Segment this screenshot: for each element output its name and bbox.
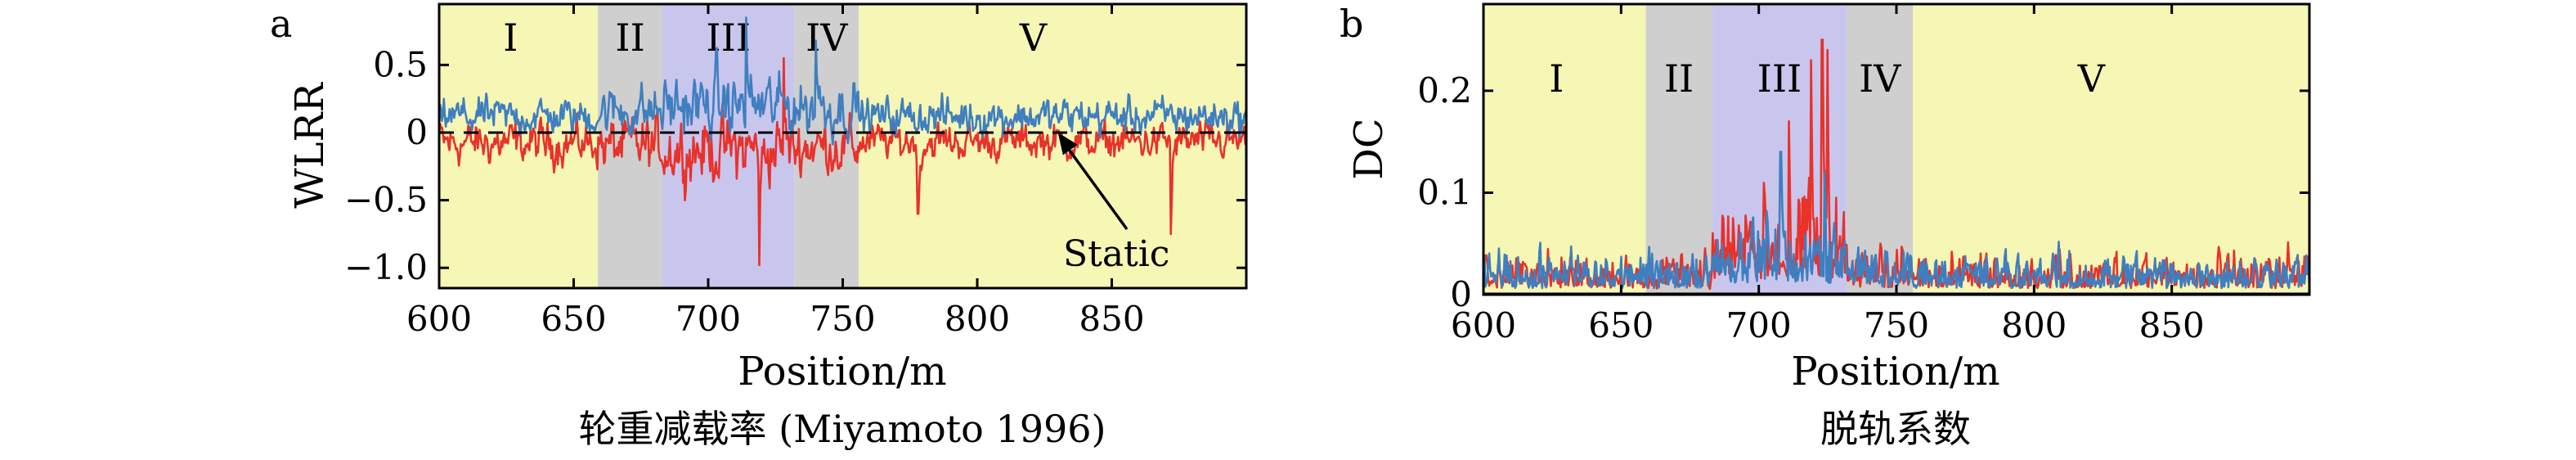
y-tick-label: −0.5 xyxy=(344,180,428,220)
y-tick-label: 0 xyxy=(406,112,428,152)
x-tick-label: 650 xyxy=(541,299,606,339)
region-label-iv: IV xyxy=(1859,56,1901,101)
static-annotation-arrow xyxy=(1065,144,1129,231)
static-annotation-label: Static xyxy=(1063,233,1169,275)
x-tick-label: 700 xyxy=(1726,305,1792,345)
x-tick-label: 850 xyxy=(1079,299,1144,339)
x-tick-label: 650 xyxy=(1588,305,1654,345)
region-label-iv: IV xyxy=(806,16,848,60)
caption-b: 脱轨系数 xyxy=(1820,407,1971,451)
x-tick-label: 600 xyxy=(1451,305,1516,345)
axes-a: 600 650 700 750 800 850 0.5 0 −0.5 −1.0 xyxy=(344,4,1246,339)
x-tick-label: 800 xyxy=(945,299,1010,339)
region-label-v: V xyxy=(1019,16,1048,60)
series-blue-line-a xyxy=(439,16,1246,146)
panel-letter-b: b xyxy=(1340,2,1363,46)
panel-letter-a: a xyxy=(270,2,292,46)
y-tick-label: −1.0 xyxy=(344,247,428,287)
static-annotation-arrowhead xyxy=(1057,132,1078,156)
region-label-ii: II xyxy=(1664,56,1694,101)
series-red-line-a xyxy=(439,56,1246,267)
region-i-band xyxy=(439,4,599,288)
series-a xyxy=(439,16,1246,267)
caption-a: 轮重减载率 (Miyamoto 1996) xyxy=(579,407,1106,451)
x-axis-label-a: Position/m xyxy=(738,349,946,395)
y-tick-label: 0.5 xyxy=(373,44,428,84)
static-annotation: Static xyxy=(1057,132,1169,275)
region-v-band xyxy=(1913,4,2309,295)
y-tick-label: 0 xyxy=(1450,274,1472,314)
y-tick-label: 0.1 xyxy=(1417,172,1472,212)
series-b xyxy=(1483,38,2309,291)
region-label-v: V xyxy=(2077,56,2106,101)
region-iii-band xyxy=(662,4,795,288)
panel-a: a I II III IV V Static 600 650 700 750 800 8500.5… xyxy=(270,2,1248,451)
x-tick-label: 700 xyxy=(675,299,741,339)
regions-a: I II III IV V xyxy=(439,4,1246,288)
x-tick-label: 800 xyxy=(2001,305,2067,345)
x-tick-label: 850 xyxy=(2139,305,2205,345)
x-axis-label-b: Position/m xyxy=(1791,349,1999,395)
region-label-i: I xyxy=(503,16,518,60)
series-blue-line-b xyxy=(1483,151,2309,290)
region-label-ii: II xyxy=(615,16,644,60)
x-tick-label: 600 xyxy=(406,299,472,339)
x-tick-label: 750 xyxy=(810,299,875,339)
y-axis-label-a: WLRR xyxy=(287,81,333,208)
x-tick-label: 750 xyxy=(1864,305,1929,345)
region-label-iii: III xyxy=(1757,56,1802,101)
region-label-i: I xyxy=(1549,56,1564,101)
y-tick-label: 0.2 xyxy=(1417,70,1472,110)
region-label-iii: III xyxy=(706,16,751,60)
region-ii-band xyxy=(1645,4,1712,295)
y-axis-label-b: DC xyxy=(1346,118,1392,179)
region-i-band xyxy=(1483,4,1646,295)
axes-b: 600 650 700 750 800 850 0 0.1 0.2 xyxy=(1417,4,2309,345)
